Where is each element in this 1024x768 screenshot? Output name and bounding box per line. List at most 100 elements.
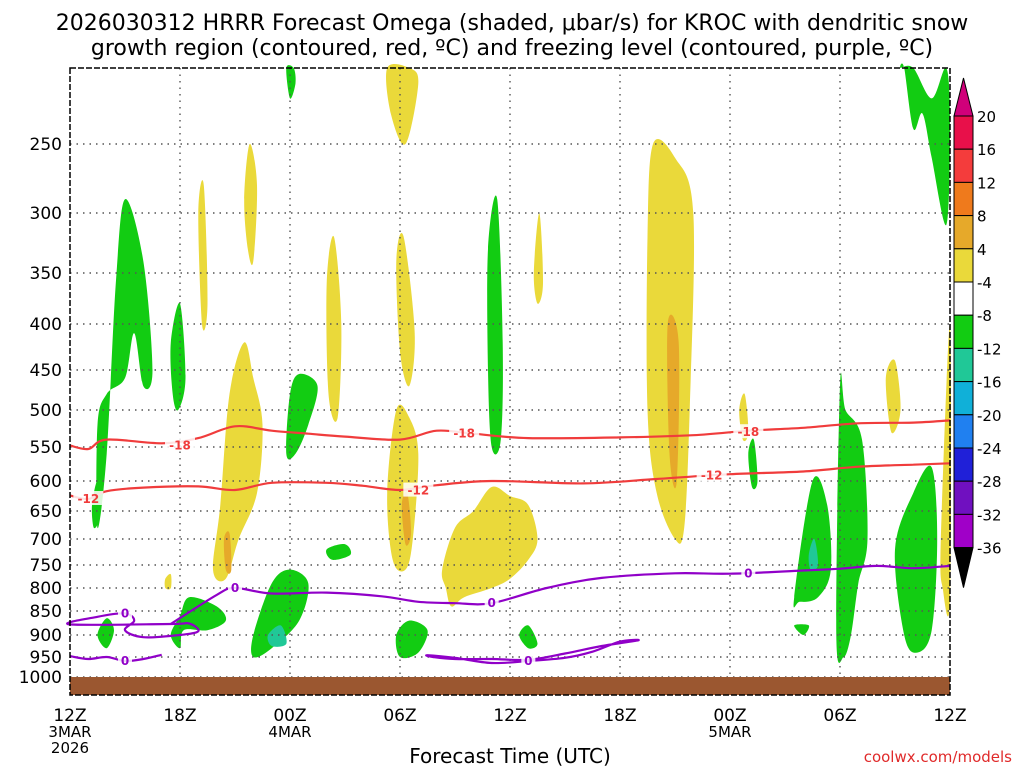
omega-region-24 — [401, 491, 412, 546]
contour-label-freezing_level_low-0: 0 — [121, 654, 129, 668]
y-tick-label-550: 550 — [30, 438, 62, 458]
colorbar-box-8 — [953, 381, 974, 416]
contour-label-bg-freezing_loop_2-0 — [521, 653, 536, 667]
omega-region-33 — [198, 180, 208, 331]
y-tick-label-450: 450 — [30, 361, 62, 381]
contour-label-dgz_top-1: -18 — [453, 427, 475, 441]
y-tick-label-500: 500 — [30, 401, 62, 421]
colorbar-label-1: 16 — [977, 141, 996, 159]
colorbar-box-10 — [953, 447, 974, 482]
colorbar-box-7 — [953, 347, 974, 383]
y-tick-label-950: 950 — [30, 648, 62, 668]
colorbar-label-2: 12 — [977, 174, 996, 192]
contour-freezing_level — [170, 564, 951, 625]
chart-title-line-1: 2026030312 HRRR Forecast Omega (shaded, … — [56, 11, 969, 36]
y-tick-label-350: 350 — [30, 264, 62, 284]
omega-region-37 — [164, 573, 172, 590]
omega-region-16 — [836, 372, 868, 663]
credit-text: coolwx.com/models — [864, 748, 1012, 766]
ground-strip — [70, 677, 950, 695]
omega-region-1 — [170, 302, 186, 411]
y-tick-label-700: 700 — [30, 530, 62, 550]
contour-freezing_loop_2 — [425, 638, 640, 665]
y-axis: 250 300 350 400 450 500 550 600 650 700 750 800 850 9… — [19, 135, 62, 688]
contour-label-bg-freezing_level-0 — [228, 580, 242, 594]
colorbar-label-5: -4 — [977, 274, 992, 292]
omega-region-10 — [326, 544, 352, 560]
x-tick-label-36: 00Z — [713, 706, 746, 726]
y-tick-label-650: 650 — [30, 502, 62, 522]
contour-freezing_level_low — [69, 653, 162, 663]
x-tick-date-12: 4MAR — [268, 723, 311, 741]
colorbar-label-3: 8 — [977, 208, 987, 226]
colorbar-box-9 — [953, 414, 974, 449]
y-tick-label-1000: 1000 — [19, 668, 62, 688]
chart-title-line-2: growth region (contoured, red, ºC) and f… — [91, 36, 933, 61]
omega-region-15 — [808, 538, 819, 571]
colorbar-label-0: 20 — [977, 108, 996, 126]
x-tick-date-0: 3MAR — [48, 723, 91, 741]
x-tick-label-12: 00Z — [273, 706, 306, 726]
omega-region-26 — [223, 531, 232, 574]
colorbar-label-8: -16 — [977, 374, 1002, 392]
x-tick-year-0: 2026 — [51, 739, 89, 757]
x-tick-date-36: 5MAR — [708, 723, 751, 741]
contour-label-dgz_bottom-0: -12 — [77, 492, 99, 506]
omega-region-9 — [395, 620, 428, 659]
omega-region-5 — [286, 373, 318, 460]
contour-label-bg-freezing_level_low-0 — [118, 653, 132, 667]
omega-region-2 — [170, 596, 227, 649]
omega-region-25 — [212, 342, 263, 582]
contour-label-bg-dgz_top-2 — [733, 424, 764, 439]
omega-region-4 — [267, 625, 287, 647]
contour-label-freezing_level-2: 0 — [744, 567, 752, 581]
contour-label-bg-dgz_top-1 — [449, 425, 480, 440]
contour-label-freezing_loop_1-0: 0 — [121, 606, 129, 620]
omega-region-29 — [667, 314, 680, 489]
x-axis-label: Forecast Time (UTC) — [409, 744, 611, 768]
colorbar-label-9: -20 — [977, 407, 1002, 425]
omega-region-21 — [386, 63, 419, 145]
colorbar-box-4 — [953, 248, 974, 283]
contour-label-bg-freezing_loop_1-0 — [118, 605, 132, 620]
x-tick-label-24: 12Z — [493, 706, 526, 726]
colorbar-label-13: -36 — [977, 540, 1002, 558]
omega-region-20 — [794, 624, 810, 635]
colorbar-label-6: -8 — [977, 307, 992, 325]
plot-border — [69, 67, 951, 696]
contour-label-dgz_bottom-2: -12 — [701, 469, 723, 483]
colorbar-top-arrow — [953, 77, 974, 117]
contour-label-freezing_loop_2-0: 0 — [524, 654, 532, 668]
x-tick-label-6: 18Z — [163, 706, 196, 726]
colorbar-box-12 — [953, 513, 974, 549]
colorbar-label-10: -24 — [977, 440, 1002, 458]
omega-region-18 — [900, 63, 950, 226]
omega-region-6 — [286, 65, 296, 99]
plot-frame — [69, 67, 951, 696]
omega-region-31 — [326, 235, 342, 422]
omega-region-27 — [441, 486, 538, 607]
y-tick-label-600: 600 — [30, 472, 62, 492]
contour-label-freezing_level-1: 0 — [487, 596, 495, 610]
y-tick-label-800: 800 — [30, 579, 62, 599]
omega-region-30 — [244, 143, 258, 266]
colorbar-bottom-arrow — [953, 547, 974, 588]
contour-label-bg-dgz_bottom-0 — [73, 491, 104, 505]
omega-region-34 — [885, 359, 901, 434]
y-tick-label-750: 750 — [30, 556, 62, 576]
colorbar-box-0 — [953, 115, 974, 150]
contour-label-freezing_level-0: 0 — [231, 581, 239, 595]
colorbar-label-11: -28 — [977, 473, 1002, 491]
x-tick-label-42: 06Z — [823, 706, 856, 726]
x-tick-label-0: 12Z — [53, 706, 86, 726]
omega-region-22 — [396, 232, 415, 387]
contour-label-dgz_top-2: -18 — [737, 425, 759, 439]
x-tick-label-18: 06Z — [383, 706, 416, 726]
colorbar-box-2 — [953, 181, 974, 217]
colorbar-box-11 — [953, 480, 974, 515]
y-tick-label-300: 300 — [30, 204, 62, 224]
omega-region-36 — [940, 323, 952, 617]
omega-region-11 — [487, 195, 503, 455]
contour-label-bg-dgz_bottom-2 — [696, 467, 727, 482]
y-tick-label-900: 900 — [30, 626, 62, 646]
